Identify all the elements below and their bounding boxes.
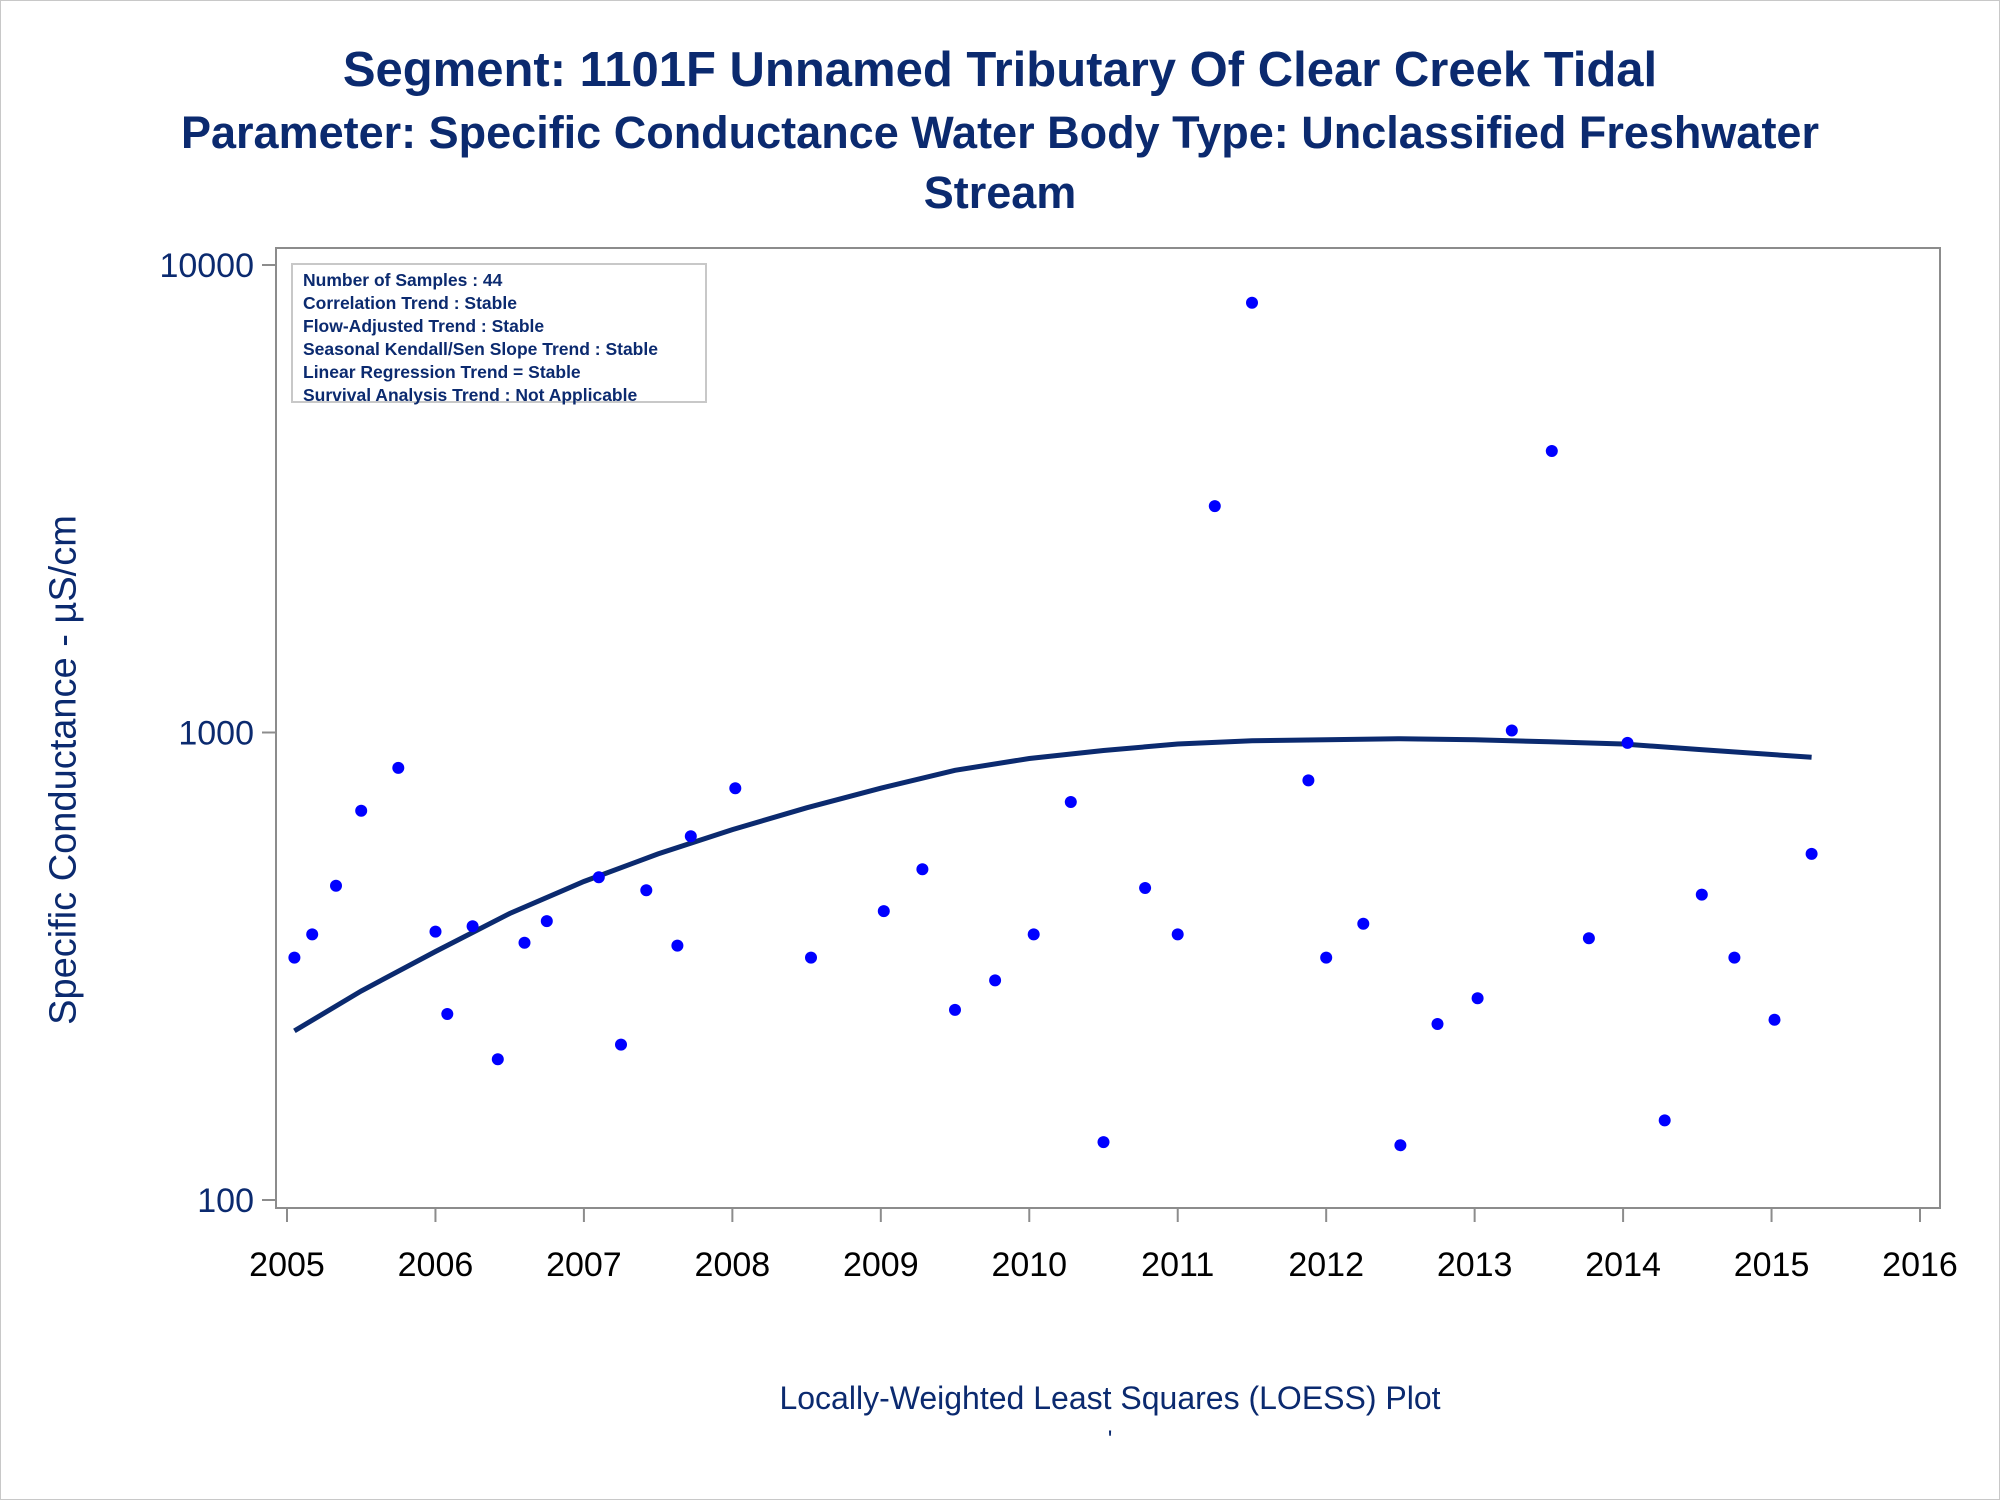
- stats-line-seasonal-kendall: Seasonal Kendall/Sen Slope Trend : Stabl…: [303, 339, 658, 359]
- sample-point: [949, 1003, 961, 1016]
- chart-title: Segment: 1101F Unnamed Tributary Of Clea…: [342, 43, 1658, 97]
- sample-points: [288, 296, 1818, 1152]
- loess-curve: [293, 736, 1812, 1034]
- x-tick-label: 2009: [843, 1246, 919, 1284]
- sample-point: [1246, 296, 1258, 309]
- x-tick-label: 2011: [1141, 1246, 1214, 1284]
- sample-point: [1545, 445, 1558, 457]
- sample-point: [671, 939, 684, 952]
- stats-line-flow-adjusted: Flow-Adjusted Trend : Stable: [303, 316, 545, 336]
- sample-point: [640, 884, 653, 897]
- sample-point: [429, 925, 442, 938]
- sample-point: [729, 782, 742, 795]
- sample-point: [1394, 1139, 1407, 1152]
- stats-box: Number of Samples : 44 Correlation Trend…: [291, 263, 707, 405]
- x-tick-label: 2016: [1882, 1246, 1958, 1284]
- x-tick-label: 2008: [695, 1246, 771, 1284]
- y-axis-label: Specific Conductance - µS/cm: [42, 515, 85, 1025]
- y-tick-label: 100: [197, 1182, 254, 1220]
- sample-point: [1695, 888, 1708, 901]
- caption-tick-mark: ': [1107, 1426, 1113, 1453]
- sample-point: [1208, 500, 1221, 513]
- sample-point: [540, 915, 553, 928]
- sample-point: [288, 951, 301, 964]
- sample-point: [330, 879, 342, 892]
- x-tick-label: 2007: [546, 1246, 622, 1284]
- sample-point: [518, 936, 531, 949]
- sample-point: [1658, 1114, 1671, 1127]
- chart-subtitle-line1: Parameter: Specific Conductance Water Bo…: [181, 107, 1819, 158]
- x-axis: 2005 2006 2007 2008 2009 2010 2011 2012 2013 2014…: [249, 1208, 1958, 1284]
- sample-point: [684, 830, 697, 843]
- sample-point: [355, 804, 368, 817]
- stats-line-correlation: Correlation Trend : Stable: [303, 293, 517, 313]
- sample-point: [592, 871, 605, 884]
- y-axis: 100 1000 10000: [159, 247, 276, 1220]
- sample-point: [1357, 917, 1370, 930]
- sample-point: [1728, 951, 1741, 964]
- x-tick-label: 2015: [1734, 1246, 1810, 1284]
- x-tick-label: 2014: [1585, 1246, 1661, 1284]
- sample-point: [1471, 992, 1484, 1005]
- sample-point: [615, 1038, 627, 1051]
- stats-line-samples: Number of Samples : 44: [303, 270, 503, 290]
- sample-point: [989, 974, 1002, 987]
- sample-point: [916, 863, 929, 876]
- sample-point: [1064, 796, 1077, 808]
- sample-point: [1768, 1013, 1781, 1026]
- sample-point: [1302, 774, 1315, 787]
- sample-point: [466, 920, 479, 933]
- x-tick-label: 2010: [991, 1246, 1067, 1284]
- plot-caption: Locally-Weighted Least Squares (LOESS) P…: [779, 1380, 1441, 1416]
- sample-point: [441, 1008, 454, 1020]
- stats-line-survival: Survival Analysis Trend : Not Applicable: [303, 385, 638, 405]
- sample-point: [306, 928, 319, 941]
- plot-area: [275, 247, 1941, 1209]
- x-tick-label: 2005: [249, 1246, 325, 1284]
- sample-point: [805, 951, 817, 964]
- sample-point: [1139, 882, 1152, 894]
- sample-point: [1097, 1136, 1110, 1149]
- x-tick-label: 2012: [1288, 1246, 1364, 1284]
- sample-point: [1171, 928, 1184, 941]
- sample-point: [392, 761, 405, 774]
- sample-point: [491, 1053, 504, 1066]
- sample-point: [1805, 847, 1818, 860]
- stats-line-linear-regression: Linear Regression Trend = Stable: [303, 362, 581, 382]
- sample-point: [1505, 724, 1518, 737]
- sample-point: [877, 905, 890, 918]
- sample-point: [1582, 932, 1595, 945]
- sample-point: [1027, 928, 1040, 941]
- sample-point: [1431, 1018, 1444, 1030]
- y-tick-label: 10000: [159, 247, 254, 285]
- y-tick-label: 1000: [178, 715, 254, 753]
- sample-point: [1621, 736, 1634, 749]
- x-tick-label: 2013: [1437, 1246, 1513, 1284]
- chart-subtitle-line2: Stream: [923, 167, 1077, 218]
- sample-point: [1320, 951, 1333, 964]
- x-tick-label: 2006: [398, 1246, 474, 1284]
